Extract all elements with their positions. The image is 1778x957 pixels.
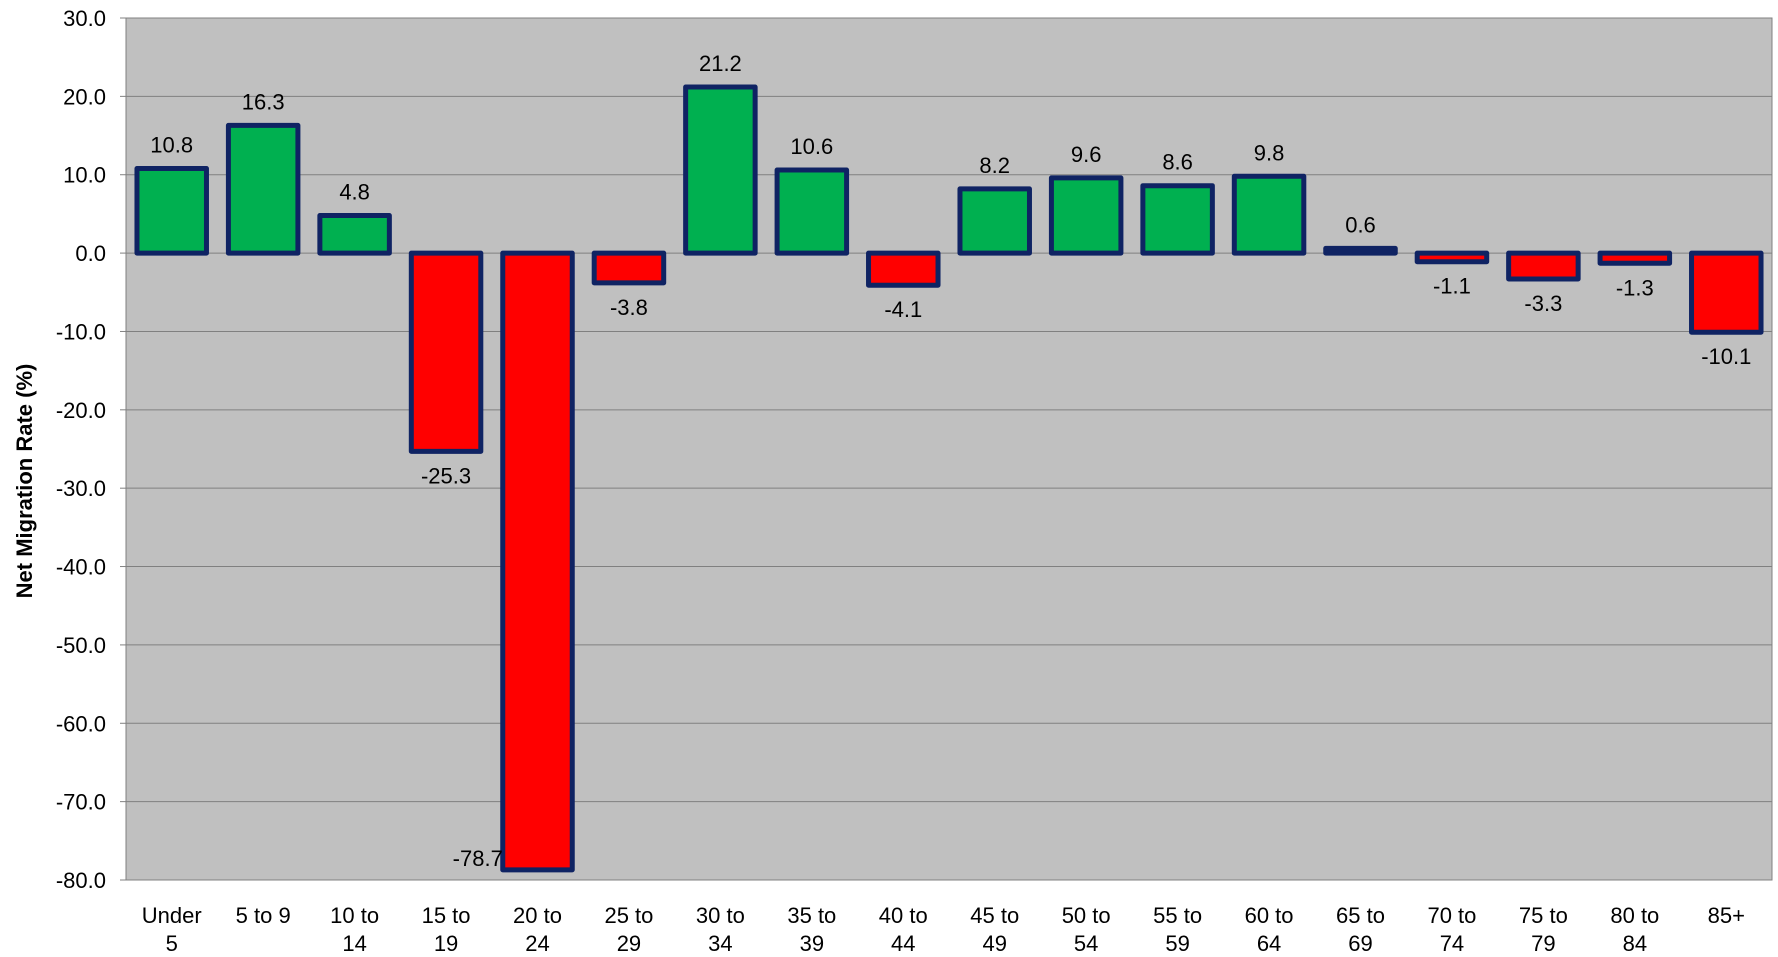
x-category-label: 65 to 69 xyxy=(1336,903,1385,956)
bar xyxy=(866,250,941,288)
x-category-label: 10 to 14 xyxy=(330,903,379,956)
bar xyxy=(134,165,209,256)
x-category-label: 80 to 84 xyxy=(1610,903,1659,956)
x-category-label: 85+ xyxy=(1708,903,1745,928)
y-tick-label: -50.0 xyxy=(56,633,106,658)
x-category-label: Under 5 xyxy=(142,903,202,956)
y-tick-label: 20.0 xyxy=(63,84,106,109)
bar xyxy=(774,167,850,256)
bar xyxy=(591,250,667,286)
x-category-label: 70 to 74 xyxy=(1427,903,1476,956)
x-category-label: 60 to 64 xyxy=(1245,903,1294,956)
bar xyxy=(1414,250,1490,265)
x-category-label: 35 to 39 xyxy=(787,903,836,956)
bar xyxy=(1231,173,1307,256)
data-label: 4.8 xyxy=(339,179,370,204)
x-category-label: 45 to 49 xyxy=(970,903,1019,956)
data-label: 0.6 xyxy=(1345,212,1376,237)
data-label: -3.8 xyxy=(610,295,648,320)
data-label: 9.8 xyxy=(1254,140,1285,165)
bar xyxy=(1689,250,1764,335)
x-category-label: 25 to 29 xyxy=(604,903,653,956)
data-label: 16.3 xyxy=(242,89,285,114)
data-label: 10.8 xyxy=(150,132,193,157)
data-label: -78.7 xyxy=(453,846,503,871)
y-tick-label: -60.0 xyxy=(56,711,106,736)
data-label: -10.1 xyxy=(1701,344,1751,369)
data-label: -4.1 xyxy=(884,297,922,322)
x-category-label: 55 to 59 xyxy=(1153,903,1202,956)
x-category-label: 75 to 79 xyxy=(1519,903,1568,956)
y-tick-label: -80.0 xyxy=(56,868,106,893)
data-label: -1.3 xyxy=(1616,275,1654,300)
x-category-label: 5 to 9 xyxy=(236,903,291,928)
bar xyxy=(1506,250,1581,282)
bars xyxy=(134,84,1764,873)
bar xyxy=(1597,250,1673,266)
y-tick-label: -20.0 xyxy=(56,398,106,423)
gridlines xyxy=(126,17,1772,881)
data-label: 21.2 xyxy=(699,51,742,76)
plot-area xyxy=(125,17,1773,881)
data-label: -3.3 xyxy=(1524,291,1562,316)
y-tick-label: -10.0 xyxy=(56,319,106,344)
data-label: 8.2 xyxy=(979,153,1010,178)
y-tick-label: 30.0 xyxy=(63,6,106,31)
y-tick-label: -40.0 xyxy=(56,555,106,580)
data-labels: 10.8 16.3 4.8 -25.3 -78.7 -3.8 21.2 10.6 -4.1 8.2… xyxy=(150,51,1751,871)
bar xyxy=(317,212,392,256)
bar xyxy=(500,250,575,873)
bar xyxy=(408,250,484,454)
y-tick-labels: 30.0 20.0 10.0 0.0 -10.0 -20.0 -30.0 -40.0 -50.0… xyxy=(56,6,126,893)
bar xyxy=(1323,245,1398,256)
y-tick-label: -70.0 xyxy=(56,790,106,815)
y-tick-label: -30.0 xyxy=(56,476,106,501)
x-category-label: 30 to 34 xyxy=(696,903,745,956)
data-label: 10.6 xyxy=(790,134,833,159)
bar xyxy=(1048,175,1124,256)
x-category-label: 15 to 19 xyxy=(422,903,471,956)
bar xyxy=(1140,183,1215,256)
bar xyxy=(683,84,758,256)
x-category-labels: Under 5 5 to 9 10 to 14 15 to 19 20 to 24 25 to 29… xyxy=(142,903,1745,956)
data-label: -1.1 xyxy=(1433,274,1471,299)
x-category-label: 40 to 44 xyxy=(879,903,928,956)
y-tick-label: 10.0 xyxy=(63,163,106,188)
x-category-label: 50 to 54 xyxy=(1062,903,1111,956)
data-label: 9.6 xyxy=(1071,142,1102,167)
y-tick-label: 0.0 xyxy=(75,241,106,266)
data-label: -25.3 xyxy=(421,463,471,488)
bar xyxy=(225,122,301,256)
x-category-label: 20 to 24 xyxy=(513,903,562,956)
data-label: 8.6 xyxy=(1162,150,1193,175)
y-axis-title: Net Migration Rate (%) xyxy=(12,364,37,599)
bar xyxy=(957,186,1032,256)
